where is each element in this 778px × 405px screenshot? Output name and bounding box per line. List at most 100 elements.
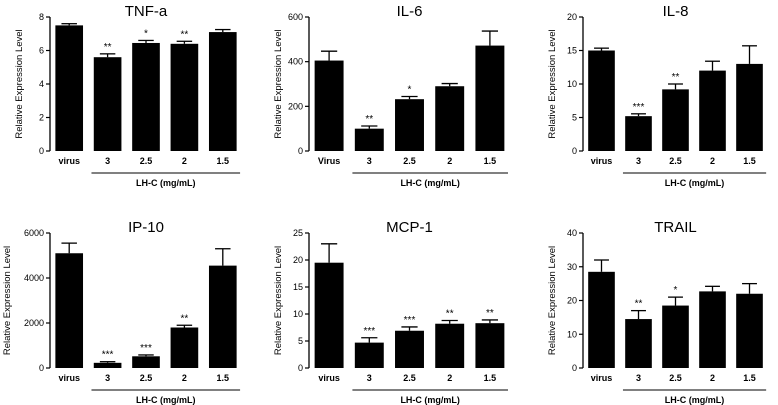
y-tick-label: 5 — [298, 336, 303, 346]
y-tick-label: 15 — [293, 282, 303, 292]
y-tick-label: 600 — [288, 12, 303, 22]
y-axis-label: Relative Expression Level — [273, 29, 284, 138]
x-axis-label: LH-C (mg/mL) — [400, 178, 460, 188]
y-tick-label: 2 — [39, 113, 44, 123]
significance-label: ** — [181, 29, 189, 40]
y-tick-label: 15 — [567, 46, 577, 56]
bar — [475, 45, 505, 151]
chart-title: IL-8 — [663, 3, 689, 20]
y-axis-label: Relative Expression Level — [547, 246, 558, 355]
significance-label: ** — [365, 114, 373, 125]
x-category-label: 3 — [636, 156, 641, 166]
y-tick-label: 20 — [293, 255, 303, 265]
y-axis-label: Relative Expression Level — [2, 246, 13, 355]
bar — [475, 323, 505, 368]
x-category-label: virus — [591, 156, 613, 166]
chart-title: IP-10 — [128, 219, 164, 236]
y-tick-label: 8 — [39, 12, 44, 22]
x-category-label: virus — [318, 373, 340, 383]
y-tick-label: 6 — [39, 46, 44, 56]
x-category-label: Virus — [318, 156, 340, 166]
bar — [395, 99, 424, 151]
bar — [736, 63, 763, 151]
bar — [588, 50, 615, 151]
y-tick-label: 25 — [293, 228, 303, 238]
y-tick-label: 0 — [572, 146, 577, 156]
x-axis-label: LH-C (mg/mL) — [136, 395, 196, 405]
bar — [55, 25, 84, 151]
bar — [354, 128, 384, 151]
bar — [662, 89, 689, 151]
x-category-label: 2 — [710, 156, 715, 166]
x-category-label: 2.5 — [669, 156, 682, 166]
x-category-label: 2.5 — [140, 373, 153, 383]
y-tick-label: 5 — [572, 113, 577, 123]
bar — [55, 253, 84, 368]
y-axis-label: Relative Expression Level — [547, 29, 558, 138]
bar — [314, 262, 344, 368]
significance-label: ** — [635, 299, 643, 310]
bar — [93, 57, 122, 152]
bar — [132, 42, 160, 151]
y-tick-label: 0 — [572, 363, 577, 373]
chart-panel-6: TRAIL 0 10 20 30 40 Relative Expression Level v… — [547, 219, 767, 405]
x-axis-label: LH-C (mg/mL) — [400, 395, 460, 405]
x-category-label: 2 — [182, 373, 187, 383]
y-tick-label: 0 — [298, 146, 303, 156]
x-axis-label: LH-C (mg/mL) — [665, 178, 725, 188]
bar — [314, 60, 344, 151]
y-tick-label: 200 — [288, 101, 303, 111]
y-tick-label: 4000 — [24, 273, 44, 283]
x-axis-label: LH-C (mg/mL) — [136, 178, 196, 188]
x-category-label: 2 — [710, 373, 715, 383]
significance-label: *** — [633, 102, 645, 113]
y-tick-label: 10 — [567, 329, 577, 339]
bar — [208, 265, 237, 368]
x-category-label: 1.5 — [743, 373, 756, 383]
x-category-label: 2 — [447, 373, 452, 383]
chart-title: MCP-1 — [386, 219, 433, 236]
significance-label: ** — [446, 308, 454, 319]
chart-title: TRAIL — [654, 219, 697, 236]
bar — [699, 291, 726, 368]
y-tick-label: 6000 — [24, 228, 44, 238]
significance-label: *** — [140, 343, 152, 354]
bar — [736, 293, 763, 368]
bar — [662, 305, 689, 368]
y-tick-label: 40 — [567, 228, 577, 238]
chart-panel-1: TNF-a 0 2 4 6 8 Relative Expression Level virus… — [14, 3, 241, 188]
x-category-label: 1.5 — [217, 373, 230, 383]
significance-label: ** — [181, 313, 189, 324]
significance-label: *** — [102, 350, 114, 361]
x-category-label: virus — [591, 373, 613, 383]
chart-panel-4: IP-10 0 2000 4000 6000 Relative Expression Le… — [2, 219, 241, 405]
x-category-label: 1.5 — [484, 156, 497, 166]
significance-label: ** — [486, 308, 494, 319]
bar — [354, 342, 384, 368]
significance-label: ** — [672, 72, 680, 83]
y-tick-label: 20 — [567, 296, 577, 306]
bar — [625, 116, 652, 151]
chart-title: IL-6 — [397, 3, 423, 20]
x-category-label: virus — [58, 373, 80, 383]
x-category-label: 3 — [367, 373, 372, 383]
x-category-label: 3 — [105, 373, 110, 383]
chart-panel-2: IL-6 0 200 400 600 Relative Expression Level V… — [273, 3, 508, 188]
bar — [625, 319, 652, 368]
y-tick-label: 30 — [567, 262, 577, 272]
chart-title: TNF-a — [125, 3, 168, 20]
x-category-label: 3 — [636, 373, 641, 383]
chart-panel-5: MCP-1 0 5 10 15 20 25 Relative Expression Level… — [273, 219, 508, 405]
x-category-label: 2.5 — [403, 373, 416, 383]
y-axis-label: Relative Expression Level — [273, 246, 284, 355]
y-tick-label: 10 — [567, 79, 577, 89]
significance-label: * — [408, 85, 412, 96]
chart-panel-3: IL-8 0 5 10 15 20 Relative Expression Level vir… — [547, 3, 767, 188]
significance-label: *** — [363, 326, 375, 337]
significance-label: *** — [404, 315, 416, 326]
x-category-label: 1.5 — [217, 156, 230, 166]
x-category-label: 3 — [105, 156, 110, 166]
x-category-label: 3 — [367, 156, 372, 166]
bar — [93, 362, 122, 368]
x-category-label: 2 — [182, 156, 187, 166]
